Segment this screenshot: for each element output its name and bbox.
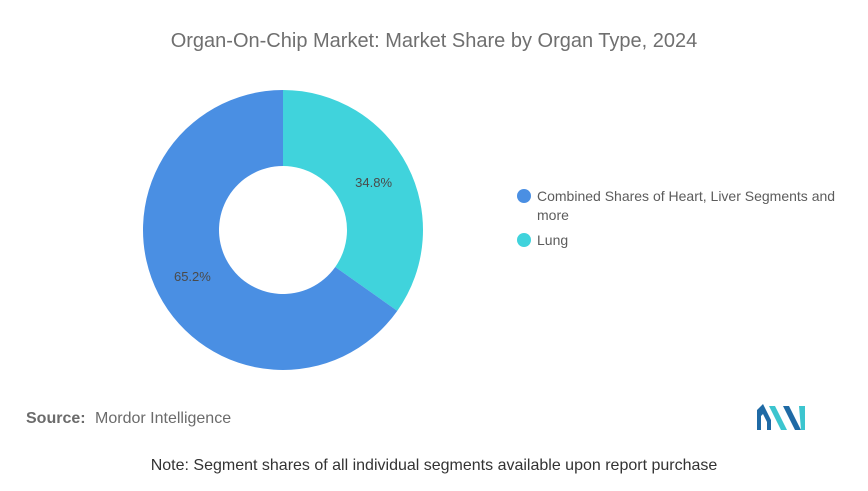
- logo-right-bar: [799, 406, 805, 430]
- chart-legend: Combined Shares of Heart, Liver Segments…: [517, 187, 837, 256]
- slice-label-lung: 34.8%: [355, 175, 392, 190]
- logo-right-stroke: [783, 406, 801, 430]
- legend-label-combined: Combined Shares of Heart, Liver Segments…: [537, 188, 836, 223]
- footnote: Note: Segment shares of all individual s…: [150, 457, 718, 474]
- logo-left-stroke: [757, 404, 771, 430]
- legend-item-combined: Combined Shares of Heart, Liver Segments…: [517, 187, 837, 225]
- chart-title: Organ-On-Chip Market: Market Share by Or…: [170, 30, 698, 52]
- legend-swatch-lung: [517, 233, 531, 247]
- slice-label-combined: 65.2%: [174, 269, 211, 284]
- donut-slice-lung: [283, 90, 424, 311]
- source-line: Source: Mordor Intelligence: [26, 410, 231, 428]
- source-label: Source:: [26, 410, 86, 427]
- logo-mid-stroke: [769, 406, 787, 430]
- legend-item-lung: Lung: [517, 231, 837, 250]
- mordor-intelligence-logo: [757, 404, 805, 430]
- donut-slice-combined: [143, 90, 398, 370]
- legend-swatch-combined: [517, 189, 531, 203]
- donut-slices: [143, 90, 424, 370]
- source-text: Mordor Intelligence: [95, 410, 232, 427]
- donut-slice-labels: 34.8% 65.2%: [174, 175, 392, 284]
- legend-label-lung: Lung: [537, 232, 569, 248]
